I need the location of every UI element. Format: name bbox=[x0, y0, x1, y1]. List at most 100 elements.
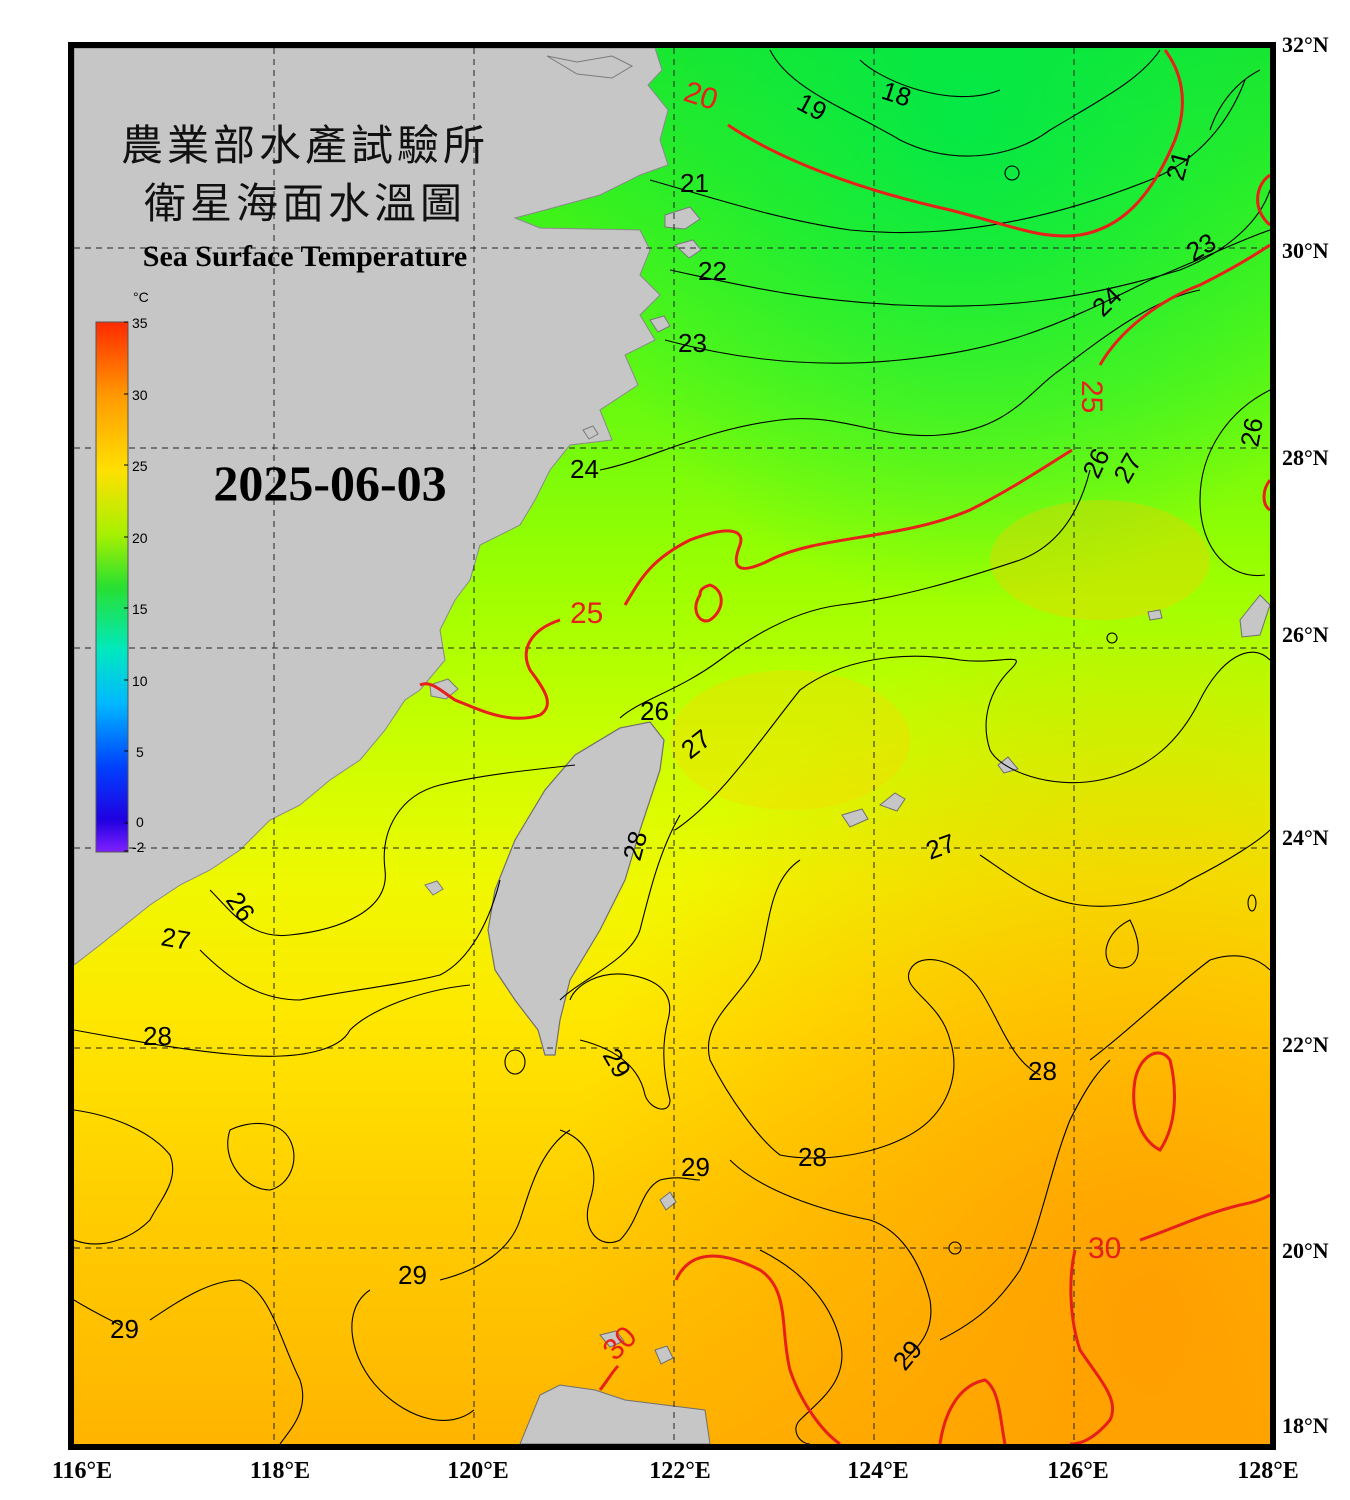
isotherm-30e bbox=[938, 1378, 1007, 1444]
colorbar-tick: 30 bbox=[132, 387, 148, 403]
isotherm-21b bbox=[1209, 69, 1261, 131]
land-mainland bbox=[74, 48, 669, 966]
isotherm-27c bbox=[199, 879, 501, 1001]
isotherm-loop-e bbox=[1004, 165, 1020, 181]
isotherms-red bbox=[419, 49, 1270, 1444]
isotherm-loop-a bbox=[504, 1049, 526, 1075]
colorbar-tick: 5 bbox=[136, 744, 144, 760]
colorbar-tick: 25 bbox=[132, 458, 148, 474]
isotherm-18 bbox=[859, 59, 1001, 98]
isotherm-19 bbox=[769, 49, 1161, 157]
lon-label: 116°E bbox=[52, 1458, 112, 1484]
lon-label: 118°E bbox=[250, 1458, 310, 1484]
land-ryukyu-islands bbox=[599, 594, 1270, 1365]
land-luzon bbox=[519, 1384, 711, 1444]
contour-label: 26 bbox=[1234, 415, 1269, 449]
map-date: 2025-06-03 bbox=[213, 455, 446, 511]
isotherm-30b bbox=[1139, 1193, 1270, 1242]
longitude-labels: 116°E 118°E 120°E 122°E 124°E 126°E 128°… bbox=[52, 1458, 1299, 1484]
graticule bbox=[74, 48, 1270, 1444]
land-coastal-islands bbox=[424, 55, 702, 896]
contour-label: 22 bbox=[698, 256, 727, 286]
isotherm-27b bbox=[979, 829, 1270, 907]
lon-label: 126°E bbox=[1047, 1458, 1109, 1484]
isotherm-26c bbox=[209, 764, 576, 937]
isotherm-22 bbox=[669, 189, 1270, 307]
contour-label: 27 bbox=[159, 921, 193, 956]
isotherm-28b bbox=[559, 814, 681, 1001]
lat-label: 20°N bbox=[1282, 1238, 1329, 1263]
isotherm-23a bbox=[664, 229, 1270, 364]
isotherm-25a bbox=[1098, 243, 1270, 366]
contour-label: 26 bbox=[640, 696, 669, 726]
latitude-labels: 32°N 30°N 28°N 26°N 24°N 22°N 20°N 18°N bbox=[1282, 32, 1329, 1438]
map-frame bbox=[68, 42, 1276, 1450]
isotherm-26b bbox=[619, 469, 1091, 719]
isotherm-21a bbox=[649, 79, 1246, 234]
isotherm-29h bbox=[351, 1289, 475, 1421]
lat-label: 26°N bbox=[1282, 622, 1329, 647]
isotherm-25b bbox=[623, 448, 1073, 606]
lat-label: 22°N bbox=[1282, 1032, 1329, 1057]
isotherm-29a bbox=[569, 973, 671, 1110]
isotherm-20 bbox=[727, 49, 1184, 238]
isotherm-29k bbox=[759, 1249, 843, 1444]
isotherm-30c bbox=[1069, 1249, 1115, 1444]
colorbar: °C 35 30 25 20 15 10 5 0 -2 bbox=[95, 289, 149, 855]
contour-label-red: 30 bbox=[1088, 1232, 1121, 1265]
contour-label: 28 bbox=[143, 1021, 172, 1051]
lon-label: 122°E bbox=[649, 1458, 711, 1484]
isotherm-loop-d bbox=[1247, 894, 1257, 912]
isotherm-28e bbox=[1089, 955, 1270, 1061]
contour-label: 28 bbox=[1028, 1056, 1057, 1086]
isotherm-27a bbox=[674, 651, 1270, 831]
lat-label: 18°N bbox=[1282, 1413, 1329, 1438]
contour-label: 21 bbox=[680, 168, 709, 198]
lat-label: 32°N bbox=[1282, 32, 1329, 57]
colorbar-tick: -2 bbox=[132, 839, 145, 855]
isotherm-29j bbox=[74, 1299, 121, 1326]
isotherm-28d bbox=[1105, 919, 1139, 969]
colorbar-tick: 20 bbox=[132, 530, 148, 546]
isotherm-28c bbox=[707, 859, 1041, 1159]
isotherm-29g bbox=[439, 1129, 571, 1281]
isotherm-30d bbox=[674, 1254, 841, 1444]
isotherm-29i bbox=[149, 1279, 304, 1444]
contour-label-red: 25 bbox=[1075, 380, 1108, 413]
isotherm-29f bbox=[939, 1059, 1111, 1341]
colorbar-tick: 15 bbox=[132, 601, 148, 617]
contour-label: 23 bbox=[678, 328, 707, 358]
isotherm-29c bbox=[74, 1109, 174, 1245]
isotherm-30f bbox=[598, 1364, 620, 1391]
colorbar-tick: 35 bbox=[132, 315, 148, 331]
colorbar-unit: °C bbox=[133, 289, 149, 305]
isotherm-26a bbox=[1199, 389, 1270, 577]
contour-label: 24 bbox=[570, 454, 599, 484]
land-taiwan bbox=[487, 721, 665, 1056]
contour-label: 29 bbox=[110, 1314, 139, 1344]
isotherms-black bbox=[74, 49, 1270, 1444]
isotherm-29e bbox=[729, 1159, 932, 1361]
isotherm-25e bbox=[1262, 479, 1270, 512]
colorbar-ramp bbox=[95, 321, 129, 853]
contour-label: 29 bbox=[681, 1152, 710, 1182]
isotherm-29d bbox=[559, 1129, 701, 1244]
lon-label: 124°E bbox=[847, 1458, 909, 1484]
lon-label: 120°E bbox=[447, 1458, 509, 1484]
colorbar-tick: 10 bbox=[132, 673, 148, 689]
lon-label: 128°E bbox=[1237, 1458, 1299, 1484]
isotherm-29b bbox=[227, 1122, 295, 1191]
isotherm-loop-b bbox=[948, 1241, 962, 1255]
map-title-zh: 衛星海面水溫圖 bbox=[144, 179, 466, 228]
lat-label: 30°N bbox=[1282, 238, 1329, 263]
sea-surface bbox=[74, 48, 1270, 1444]
isotherm-25d bbox=[419, 618, 561, 720]
map-title-en: Sea Surface Temperature bbox=[143, 240, 467, 273]
org-title: 農業部水產試驗所 bbox=[121, 121, 489, 170]
contour-label: 29 bbox=[398, 1260, 427, 1290]
isotherm-24a bbox=[599, 289, 1201, 471]
isotherm-loop-c bbox=[1106, 632, 1118, 644]
isotherm-20b bbox=[1256, 173, 1270, 227]
isotherm-28a bbox=[74, 984, 471, 1057]
